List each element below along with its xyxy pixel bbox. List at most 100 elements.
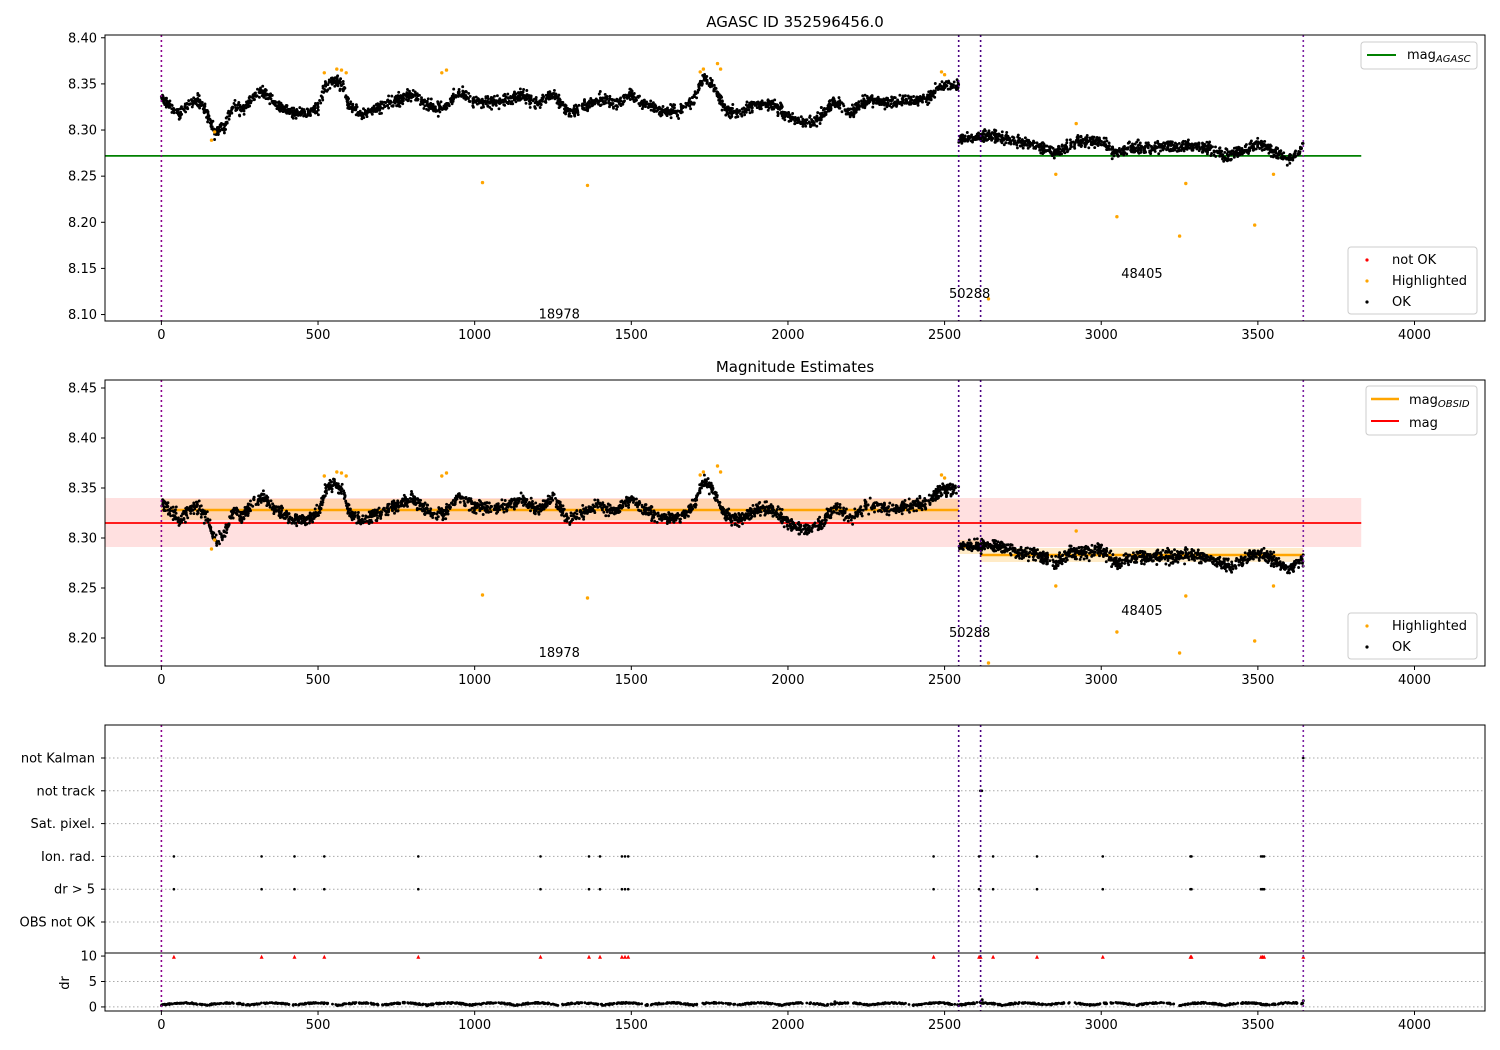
p1-ok-point [1026, 146, 1030, 150]
p1-ok-point [675, 114, 679, 118]
p1-ok-point [657, 112, 661, 116]
p1-ok-point [293, 109, 296, 113]
p2-ok-point [361, 514, 365, 518]
p1-ok-point [1275, 156, 1279, 160]
p1-ok-point [789, 118, 793, 122]
p2-ok-point [819, 527, 823, 531]
p1-ok-point [1157, 152, 1161, 156]
p1-ok-point [1018, 144, 1022, 148]
p1-ok-point [1000, 130, 1004, 134]
p1-ok-point [666, 111, 670, 115]
p1-ok-point [816, 111, 820, 115]
p1-ok-point [767, 100, 771, 104]
p1-ok-point [688, 97, 692, 101]
p2-ok-point [217, 539, 221, 543]
p1-ok-point [679, 111, 683, 114]
p1-ok-point [1121, 148, 1124, 152]
p1-ok-point [971, 136, 975, 140]
p1-ok-point [360, 111, 364, 115]
p2-ok-point [379, 516, 383, 520]
p1-ok-point [1224, 147, 1228, 151]
p1-ok-point [963, 139, 967, 143]
p1-ok-point [1136, 144, 1140, 147]
p1-ok-point [1221, 157, 1224, 161]
p1-ok-point [724, 113, 728, 117]
p1-ok-point [854, 101, 858, 105]
p1-ok-point [889, 98, 893, 102]
p1-ok-point [577, 103, 581, 107]
p1-ok-point [270, 99, 274, 103]
p1-ok-point [723, 103, 727, 107]
p1-ok-point [406, 88, 409, 91]
p1-ok-point [771, 99, 775, 103]
p1-ok-point [328, 86, 332, 90]
p1-ok-point [553, 93, 557, 97]
p1-ok-point [670, 105, 674, 108]
p1-highlighted-point [339, 68, 344, 72]
p1-ok-point [1093, 140, 1097, 144]
p1-highlighted-point [715, 61, 720, 66]
p1-ok-point [1148, 150, 1152, 154]
p1-ok-point [476, 97, 480, 101]
p1-ok-point [598, 90, 602, 93]
p1-ok-point [1023, 136, 1027, 140]
p1-ok-point [684, 105, 688, 109]
p1-ok-point [216, 130, 220, 134]
p2-ok-point [844, 507, 848, 511]
p2-ok-point [230, 513, 234, 517]
p1-ok-point [257, 95, 261, 99]
p1-ok-point [320, 95, 324, 99]
p1-ok-point [194, 101, 198, 105]
p1-ok-point [423, 104, 427, 108]
p1-ok-point [603, 92, 607, 96]
p1-ok-point [836, 100, 840, 104]
p1-ok-point [285, 104, 289, 108]
p1-ok-point [812, 121, 816, 125]
p1-ok-point [959, 138, 963, 142]
p1-ok-point [333, 76, 337, 80]
p1-ok-point [480, 97, 484, 101]
p1-ok-point [339, 77, 343, 81]
p1-ok-point [163, 103, 167, 106]
p1-ok-point [1269, 147, 1273, 151]
p1-ok-point [654, 104, 658, 108]
p1-ok-point [636, 95, 640, 99]
p1-highlighted-point [480, 180, 485, 185]
p1-ok-point [594, 97, 598, 101]
p1-ok-point [758, 102, 762, 106]
p1-ok-point [1102, 141, 1106, 145]
p1-ok-point [855, 108, 859, 111]
p1-ok-point [1033, 145, 1036, 149]
p1-ok-point [557, 102, 561, 106]
p2-ok-point [186, 516, 190, 520]
p1-ok-point [532, 97, 536, 101]
p1-ok-point [687, 103, 690, 107]
p1-ok-point [344, 94, 348, 98]
p1-ok-point [890, 95, 894, 99]
p1-ok-point [1218, 146, 1221, 150]
p1-ok-point [981, 132, 985, 135]
p1-ok-point [695, 96, 699, 100]
p1-ok-point [252, 94, 256, 98]
p1-ok-point [228, 111, 232, 115]
p1-ok-point [252, 98, 256, 102]
p1-ok-point [989, 132, 993, 136]
p1-ok-point [1134, 149, 1138, 153]
p1-ok-point [1097, 140, 1101, 144]
p1-ok-point [747, 108, 751, 112]
p1-ok-point [349, 100, 353, 104]
p1-ok-point [803, 122, 807, 126]
p1-ok-point [936, 86, 940, 90]
p1-ok-point [651, 101, 655, 105]
p1-ok-point [1079, 135, 1083, 139]
p2-ok-point [184, 509, 188, 513]
p1-ok-point [621, 94, 625, 98]
p1-ok-point [955, 88, 958, 92]
p1-ok-point [326, 83, 330, 87]
p1-ok-point [799, 121, 803, 125]
p2-ok-point [868, 496, 872, 500]
p1-ok-point [242, 109, 246, 113]
p2-ok-point [909, 502, 913, 506]
p1-ok-point [1153, 149, 1157, 153]
